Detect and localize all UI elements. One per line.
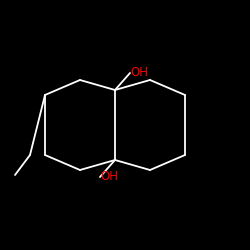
Text: OH: OH bbox=[130, 66, 148, 80]
Text: OH: OH bbox=[100, 170, 118, 183]
